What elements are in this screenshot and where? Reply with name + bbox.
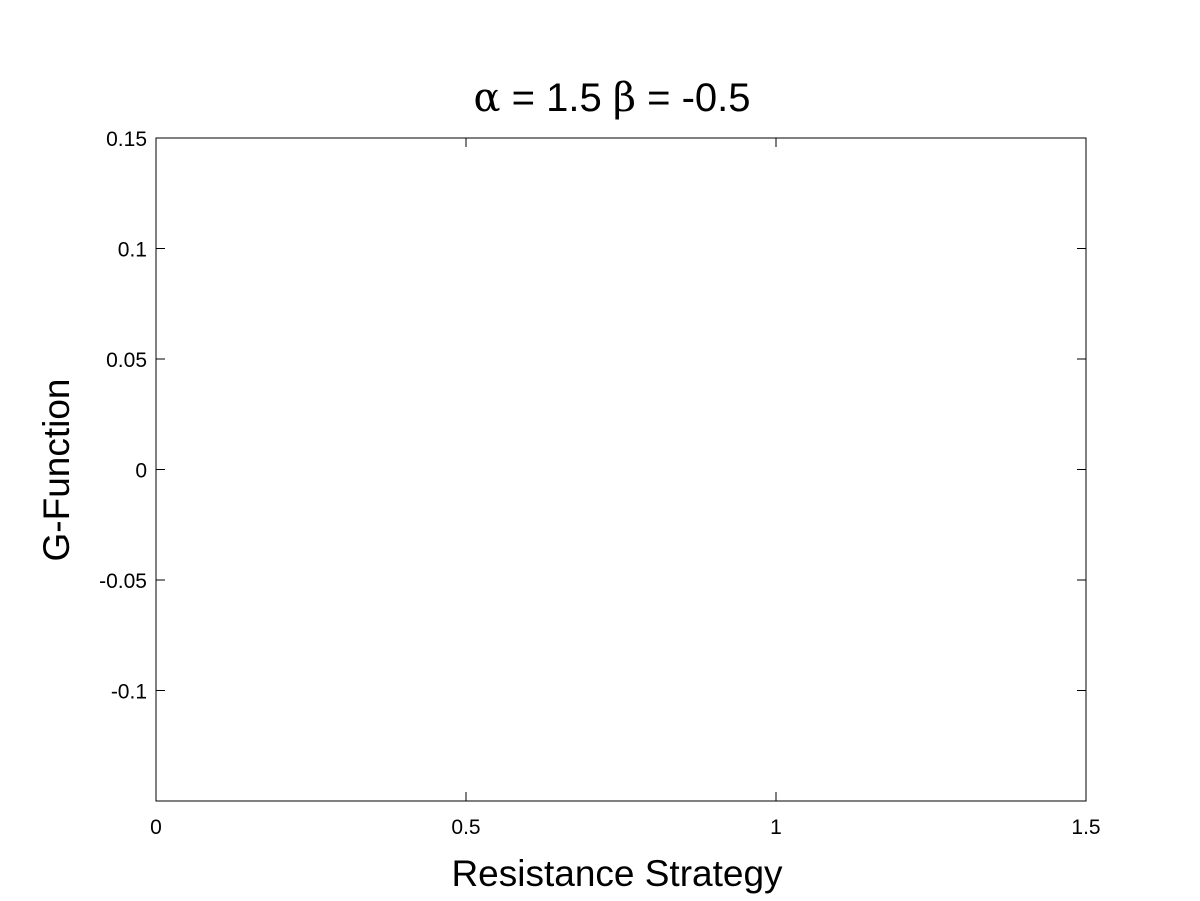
x-tick-label: 0 [150, 816, 162, 839]
y-tick-label: 0.15 [106, 128, 147, 151]
x-tick-label: 1.5 [1071, 816, 1100, 839]
y-axis-tick-labels: -0.1 -0.05 0 0.05 0.1 0.15 [99, 128, 147, 704]
y-tick-label: -0.05 [99, 570, 147, 593]
y-tick-label: 0.05 [106, 349, 147, 372]
x-tick-label: 1 [770, 816, 782, 839]
y-tick-label: 0 [135, 460, 147, 483]
x-axis-ticks [155, 138, 1087, 801]
y-axis-ticks [156, 137, 1086, 691]
y-tick-label: 0.1 [118, 239, 147, 262]
y-tick-label: -0.1 [111, 681, 147, 704]
x-axis-title: Resistance Strategy [451, 853, 783, 894]
x-tick-label: 0.5 [451, 816, 480, 839]
chart-title: α = 1.5 β = -0.5 [473, 75, 750, 121]
x-axis-tick-labels: 0 0.5 1 1.5 [150, 816, 1100, 839]
y-axis-title: G-Function [36, 378, 77, 561]
plot-area [155, 137, 1087, 802]
